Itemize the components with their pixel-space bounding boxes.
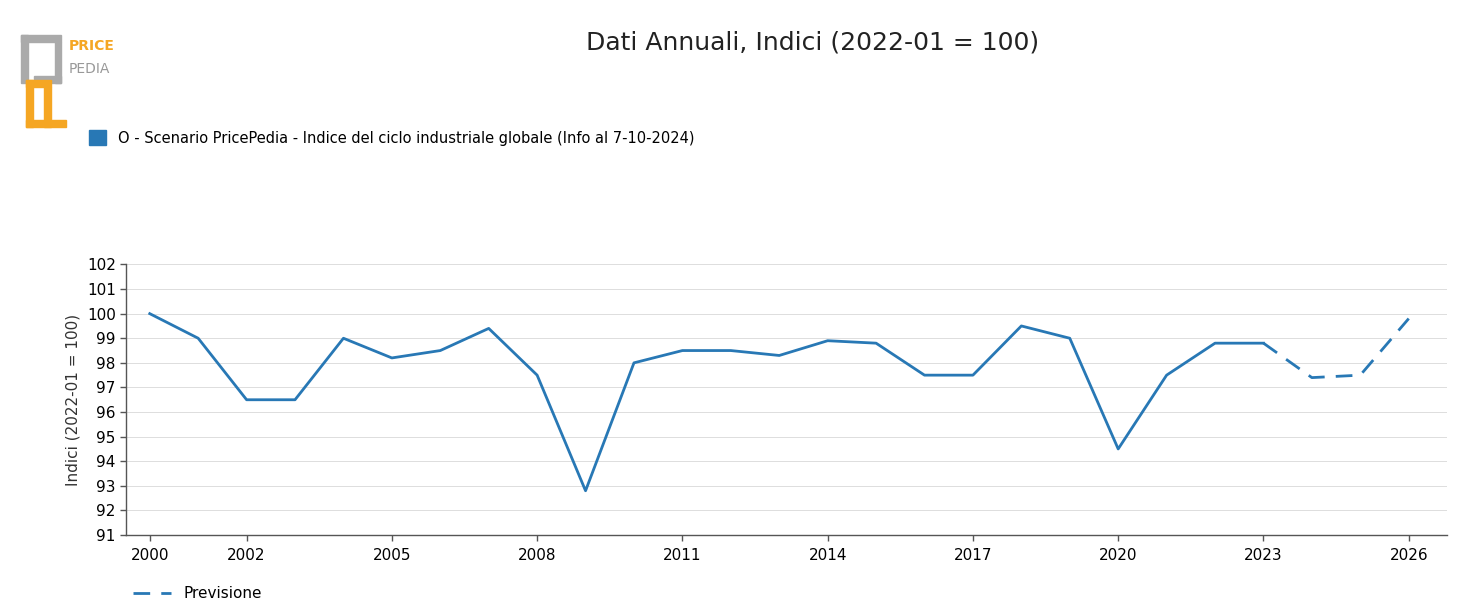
Bar bbox=[55, 42, 61, 82]
Bar bbox=[27, 120, 66, 127]
Bar bbox=[34, 76, 61, 82]
Text: PEDIA: PEDIA bbox=[69, 62, 111, 76]
Legend: Previsione: Previsione bbox=[133, 586, 261, 601]
Bar bbox=[21, 34, 61, 42]
Y-axis label: Indici (2022-01 = 100): Indici (2022-01 = 100) bbox=[65, 314, 80, 486]
Text: Dati Annuali, Indici (2022-01 = 100): Dati Annuali, Indici (2022-01 = 100) bbox=[586, 31, 1038, 55]
Text: PRICE: PRICE bbox=[69, 39, 115, 53]
Bar bbox=[21, 34, 28, 82]
Bar bbox=[27, 80, 52, 87]
Legend: O - Scenario PricePedia - Indice del ciclo industriale globale (Info al 7-10-202: O - Scenario PricePedia - Indice del cic… bbox=[89, 130, 694, 146]
Bar bbox=[44, 87, 50, 127]
Bar bbox=[27, 80, 32, 127]
